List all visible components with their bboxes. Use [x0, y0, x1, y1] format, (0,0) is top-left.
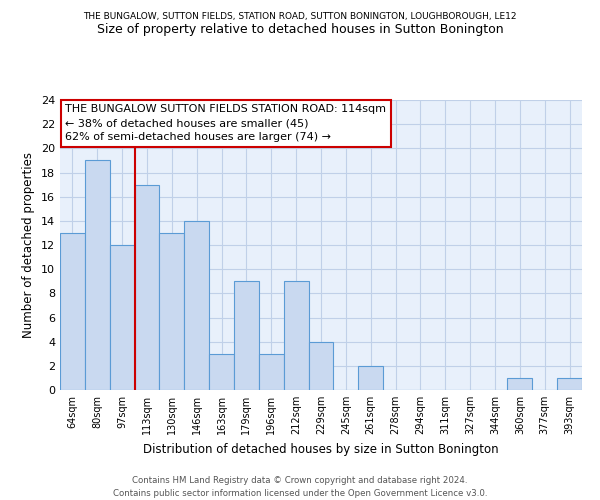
Y-axis label: Number of detached properties: Number of detached properties: [22, 152, 35, 338]
Bar: [557, 378, 582, 390]
Bar: [284, 281, 308, 390]
Text: THE BUNGALOW SUTTON FIELDS STATION ROAD: 114sqm
← 38% of detached houses are sma: THE BUNGALOW SUTTON FIELDS STATION ROAD:…: [65, 104, 386, 142]
Bar: [259, 354, 284, 390]
Bar: [110, 245, 134, 390]
Bar: [209, 354, 234, 390]
Bar: [184, 221, 209, 390]
Bar: [160, 233, 184, 390]
Text: Size of property relative to detached houses in Sutton Bonington: Size of property relative to detached ho…: [97, 22, 503, 36]
Text: Contains HM Land Registry data © Crown copyright and database right 2024.
Contai: Contains HM Land Registry data © Crown c…: [113, 476, 487, 498]
Bar: [85, 160, 110, 390]
Text: THE BUNGALOW, SUTTON FIELDS, STATION ROAD, SUTTON BONINGTON, LOUGHBOROUGH, LE12: THE BUNGALOW, SUTTON FIELDS, STATION ROA…: [83, 12, 517, 22]
Bar: [134, 184, 160, 390]
Bar: [508, 378, 532, 390]
Bar: [60, 233, 85, 390]
X-axis label: Distribution of detached houses by size in Sutton Bonington: Distribution of detached houses by size …: [143, 442, 499, 456]
Bar: [358, 366, 383, 390]
Bar: [234, 281, 259, 390]
Bar: [308, 342, 334, 390]
